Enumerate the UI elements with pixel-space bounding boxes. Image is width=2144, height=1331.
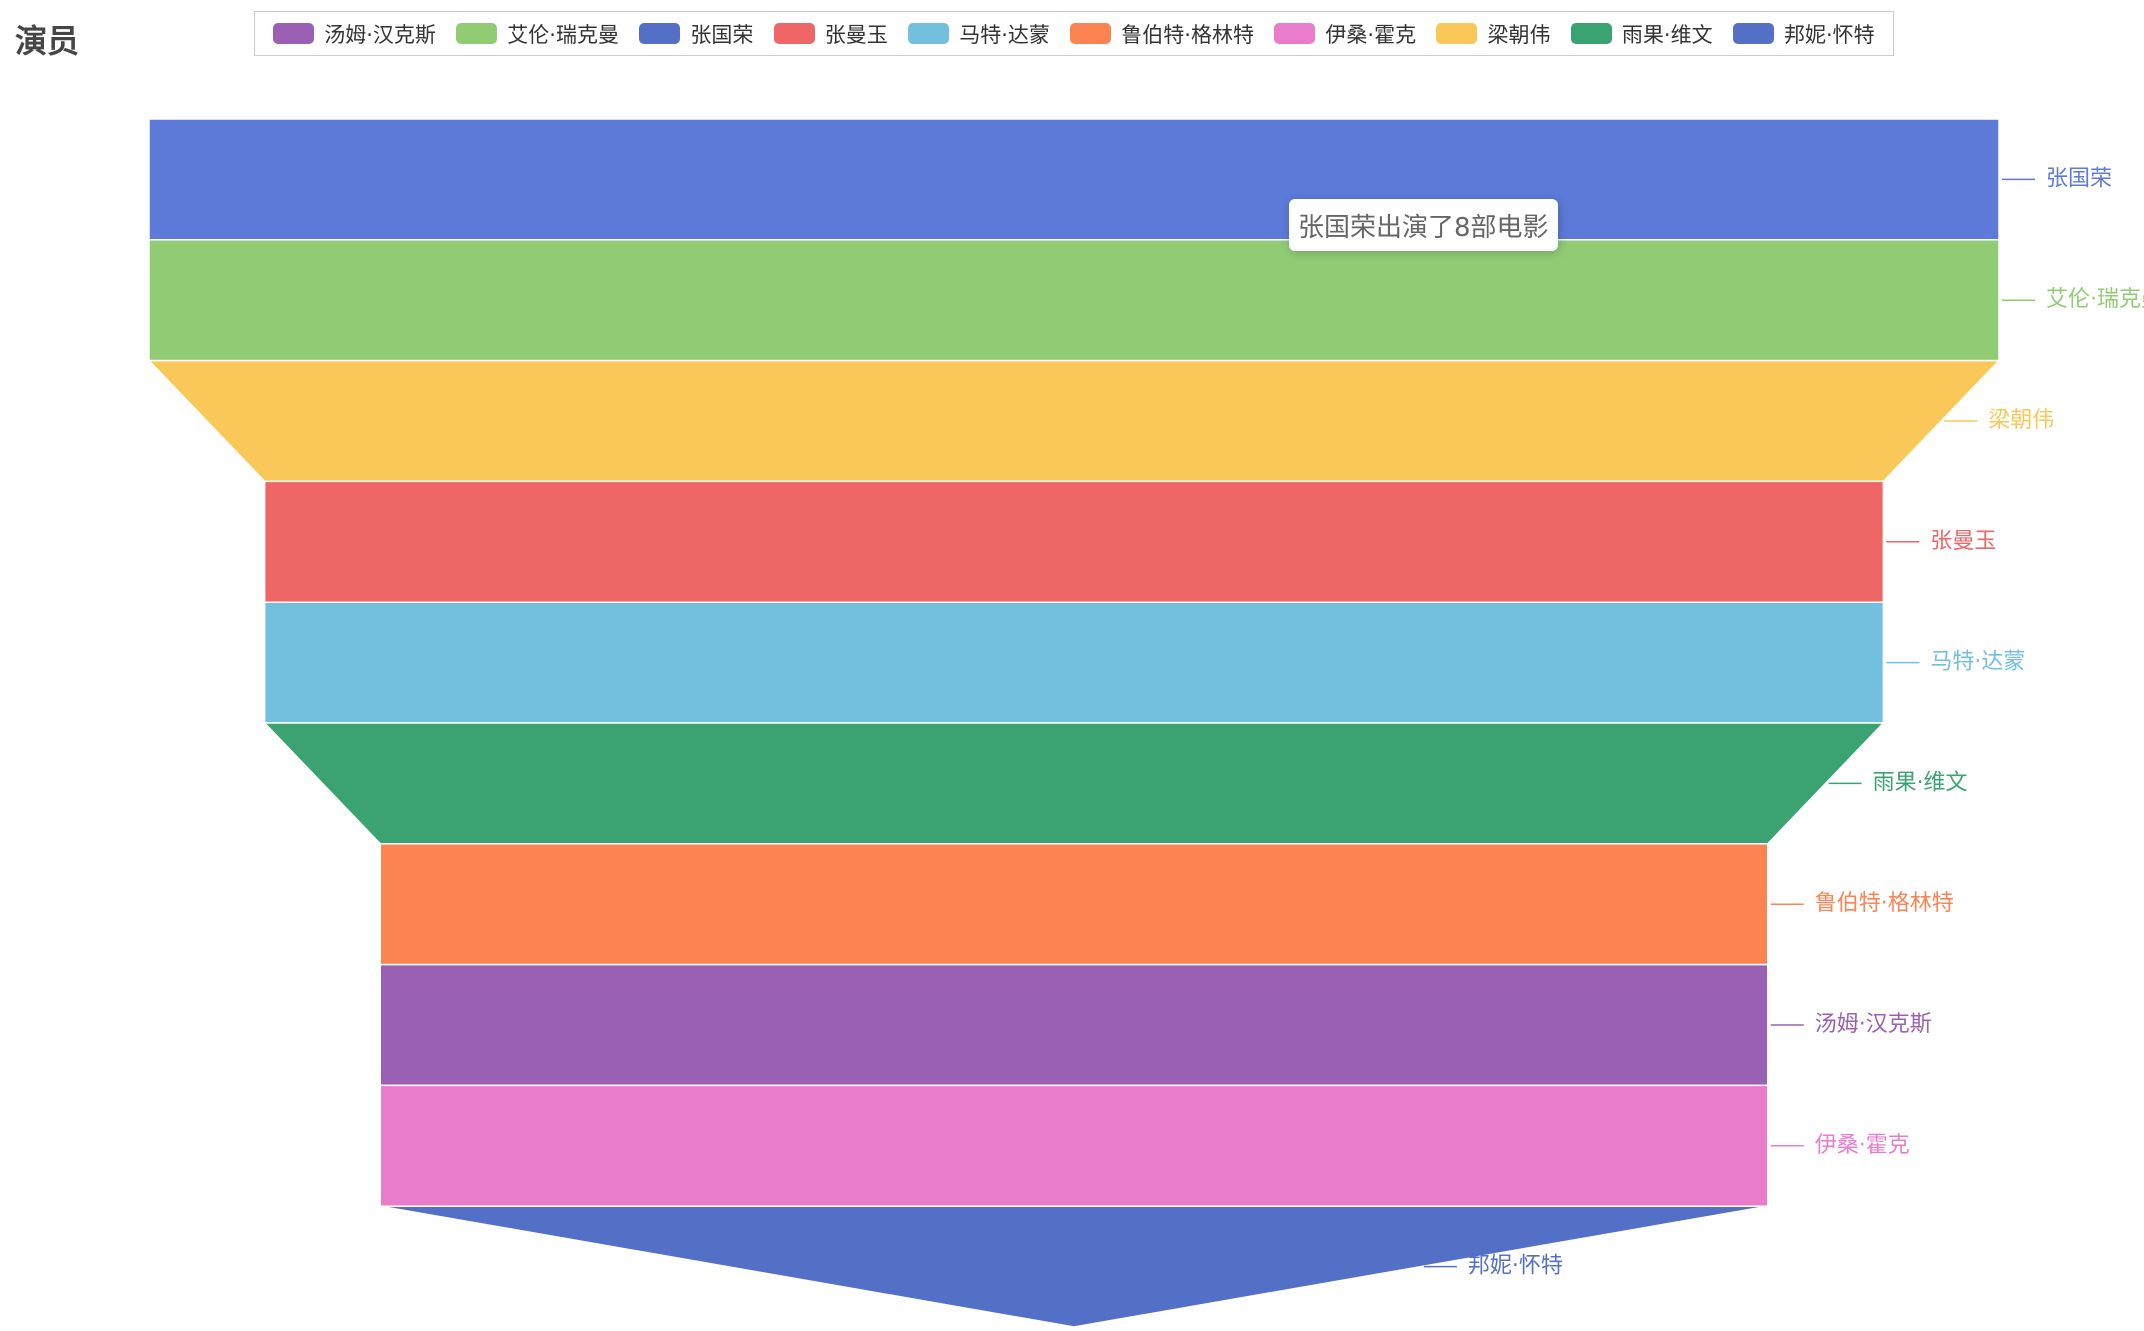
segment-label: 马特·达蒙 [1930, 650, 2025, 675]
legend-label: 艾伦·瑞克曼 [507, 22, 619, 47]
legend-label: 马特·达蒙 [959, 22, 1050, 47]
tooltip: 张国荣出演了8部电影 [1289, 199, 1558, 251]
legend-label: 张国荣 [690, 22, 754, 47]
legend-icon [1436, 23, 1478, 44]
chart-title: 演员 [15, 22, 80, 60]
legend-icon [1732, 23, 1774, 44]
legend-icon [1070, 23, 1112, 44]
legend-item[interactable]: 张曼玉 [773, 19, 888, 49]
legend-label: 雨果·维文 [1621, 22, 1713, 47]
legend-item[interactable]: 邦妮·怀特 [1732, 19, 1875, 49]
funnel-segment [262, 722, 1886, 845]
legend-item[interactable]: 汤姆·汉克斯 [273, 19, 436, 49]
funnel-segment [263, 601, 1885, 724]
funnel-segment [379, 1084, 1769, 1207]
legend-item[interactable]: 张国荣 [639, 19, 753, 49]
segment-label: 伊桑·霍克 [1815, 1133, 1910, 1158]
segment-label: 鲁伯特·格林特 [1815, 891, 1954, 916]
legend-icon [273, 23, 315, 44]
segment-label: 汤姆·汉克斯 [1815, 1012, 1932, 1037]
segment-label: 邦妮·怀特 [1468, 1254, 1563, 1279]
legend-icon [456, 23, 498, 44]
legend-label: 张曼玉 [824, 22, 888, 47]
funnel-segment [380, 1205, 1768, 1328]
segment-label: 雨果·维文 [1873, 770, 1968, 795]
funnel-segment [263, 480, 1885, 603]
legend-label: 梁朝伟 [1487, 22, 1551, 47]
segment-label: 张国荣 [2046, 166, 2112, 191]
segment-label: 张曼玉 [1930, 529, 1996, 554]
legend-item[interactable]: 梁朝伟 [1436, 19, 1550, 49]
legend-label: 邦妮·怀特 [1783, 22, 1875, 47]
legend-item[interactable]: 鲁伯特·格林特 [1070, 19, 1254, 49]
funnel-segment [379, 963, 1769, 1087]
legend-icon [908, 23, 950, 44]
legend-label: 汤姆·汉克斯 [324, 22, 436, 47]
legend: 汤姆·汉克斯 艾伦·瑞克曼 张国荣 张曼玉 马特·达蒙 鲁伯特·格林特 伊桑·霍克 梁朝伟 雨果… [254, 11, 1894, 56]
segment-label: 艾伦·瑞克曼 [2046, 287, 2144, 312]
funnel-segment [379, 843, 1769, 966]
legend-icon [773, 23, 815, 44]
funnel-segment [147, 359, 2001, 483]
legend-label: 鲁伯特·格林特 [1121, 22, 1254, 47]
segment-label: 梁朝伟 [1988, 408, 2054, 433]
legend-icon [639, 23, 681, 44]
legend-item[interactable]: 马特·达蒙 [908, 19, 1050, 49]
funnel-segment [148, 118, 2000, 241]
legend-item[interactable]: 艾伦·瑞克曼 [456, 19, 619, 49]
funnel-segment [148, 239, 2000, 362]
legend-icon [1570, 23, 1612, 44]
legend-item[interactable]: 雨果·维文 [1570, 19, 1713, 49]
legend-label: 伊桑·霍克 [1325, 22, 1417, 47]
legend-icon [1274, 23, 1316, 44]
legend-item[interactable]: 伊桑·霍克 [1274, 19, 1416, 49]
